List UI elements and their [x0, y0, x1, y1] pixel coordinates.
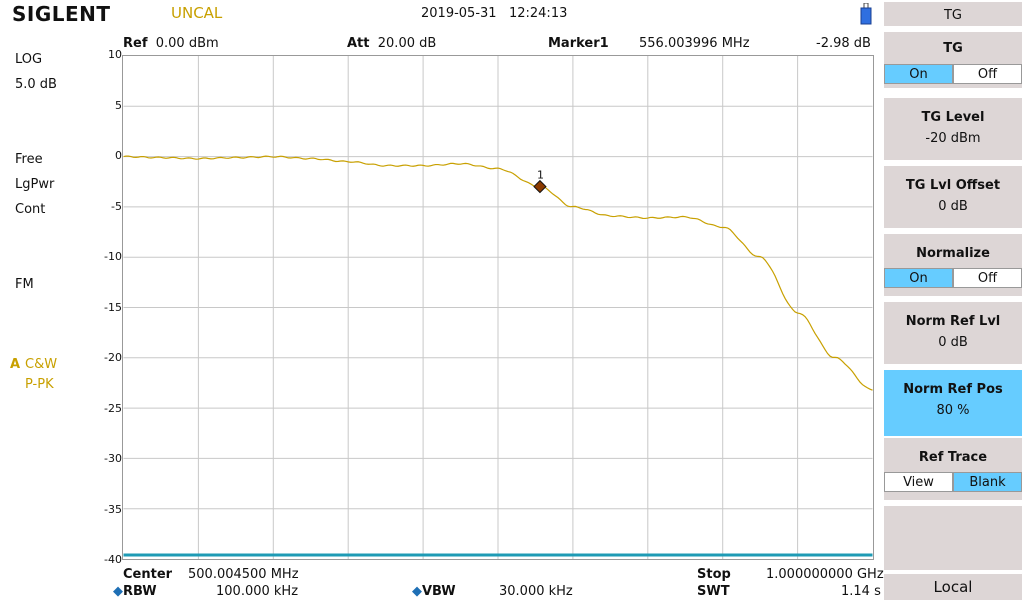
sweep-mode: Cont: [15, 202, 46, 217]
rbw-diamond-icon: ◆: [113, 584, 123, 599]
stop-label: Stop: [697, 567, 731, 582]
y-tick-label: -10: [104, 250, 122, 263]
trace-detect: P-PK: [25, 377, 54, 392]
spectrum-plot[interactable]: 1: [122, 55, 874, 560]
uncal-indicator: UNCAL: [171, 4, 223, 22]
trace-a-line: [123, 155, 873, 391]
y-tick-label: 5: [115, 98, 122, 112]
tg-level-value: -20 dBm: [925, 131, 981, 146]
marker-label: Marker1: [548, 36, 609, 51]
normalize-off-option[interactable]: Off: [953, 268, 1022, 288]
tg-on-option[interactable]: On: [884, 64, 953, 84]
demod-mode: FM: [15, 277, 34, 292]
detector-mode: LgPwr: [15, 177, 55, 192]
norm-ref-pos-value: 80 %: [936, 403, 970, 418]
menu-header: TG: [884, 2, 1022, 26]
date-text: 2019-05-31: [421, 6, 497, 21]
center-value: 500.004500 MHz: [188, 567, 299, 582]
y-tick-label: -5: [111, 199, 122, 213]
rbw-label: RBW: [123, 584, 157, 599]
ref-trace-title: Ref Trace: [918, 450, 988, 465]
y-tick-label: -30: [104, 452, 122, 465]
vbw-value: 30.000 kHz: [499, 584, 573, 599]
vbw-label: VBW: [422, 584, 456, 599]
marker-level: -2.98 dB: [816, 36, 871, 51]
tg-lvl-offset-title: TG Lvl Offset: [905, 178, 1001, 193]
plot-grid: [123, 56, 873, 559]
trace-mode: C&W: [25, 357, 58, 372]
attenuation: Att 20.00 dB: [347, 36, 436, 51]
y-tick-label: 10: [108, 48, 122, 61]
att-label: Att: [347, 36, 370, 51]
softkey-norm-ref-lvl[interactable]: Norm Ref Lvl 0 dB: [884, 302, 1022, 364]
ref-value: 0.00 dBm: [155, 36, 219, 51]
ref-label: Ref: [123, 36, 148, 51]
norm-ref-lvl-title: Norm Ref Lvl: [905, 314, 1001, 329]
norm-ref-lvl-value: 0 dB: [938, 335, 968, 350]
trace-letter: A: [10, 357, 21, 372]
swt-value: 1.14 s: [841, 584, 881, 599]
rbw-value: 100.000 kHz: [216, 584, 299, 599]
scale-div: 5.0 dB: [15, 77, 57, 92]
scale-type: LOG: [15, 52, 43, 67]
tg-off-option[interactable]: Off: [953, 64, 1022, 84]
menu-header-label: TG: [943, 8, 962, 23]
softkey-norm-ref-pos[interactable]: Norm Ref Pos 80 %: [884, 370, 1022, 436]
softkey-tg-level[interactable]: TG Level -20 dBm: [884, 98, 1022, 160]
ref-level: Ref 0.00 dBm: [123, 36, 219, 51]
y-tick-label: -25: [104, 401, 122, 415]
y-tick-label: -20: [104, 351, 122, 364]
swt-label: SWT: [697, 584, 730, 599]
softkey-local[interactable]: Local: [884, 574, 1022, 600]
y-tick-label: -15: [104, 300, 122, 314]
marker-number: 1: [537, 169, 544, 182]
vbw: ◆VBW: [412, 584, 456, 599]
normalize-title: Normalize: [916, 246, 990, 261]
y-tick-label: -35: [104, 502, 122, 516]
tg-lvl-offset-value: 0 dB: [938, 199, 968, 214]
normalize-toggle[interactable]: On Off: [884, 268, 1022, 288]
tg-toggle[interactable]: On Off: [884, 64, 1022, 84]
local-label: Local: [933, 578, 973, 596]
softkey-tg-lvl-offset[interactable]: TG Lvl Offset 0 dB: [884, 166, 1022, 228]
norm-ref-pos-title: Norm Ref Pos: [903, 382, 1003, 397]
att-value: 20.00 dB: [377, 36, 437, 51]
trigger-mode: Free: [15, 152, 43, 167]
siglent-logo: SIGLENT: [12, 2, 111, 26]
date-time: 2019-05-31 12:24:13: [421, 6, 567, 21]
ref-trace-view-option[interactable]: View: [884, 472, 953, 492]
ref-trace-blank-option[interactable]: Blank: [953, 472, 1022, 492]
tg-title: TG: [943, 41, 963, 56]
y-tick-label: 0: [115, 149, 122, 162]
softkey-empty: [884, 506, 1022, 570]
tg-level-title: TG Level: [921, 110, 985, 125]
y-tick-label: -40: [104, 553, 122, 566]
vbw-diamond-icon: ◆: [412, 584, 422, 599]
ref-trace-toggle[interactable]: View Blank: [884, 472, 1022, 492]
normalize-on-option[interactable]: On: [884, 268, 953, 288]
usb-icon: [860, 3, 872, 25]
stop-value: 1.000000000 GHz: [766, 567, 884, 582]
time-text: 12:24:13: [508, 6, 568, 21]
marker-freq: 556.003996 MHz: [639, 36, 750, 51]
marker-1: 1: [533, 169, 547, 194]
center-label: Center: [123, 567, 173, 582]
marker-diamond: [533, 179, 547, 194]
rbw: ◆RBW: [113, 584, 157, 599]
